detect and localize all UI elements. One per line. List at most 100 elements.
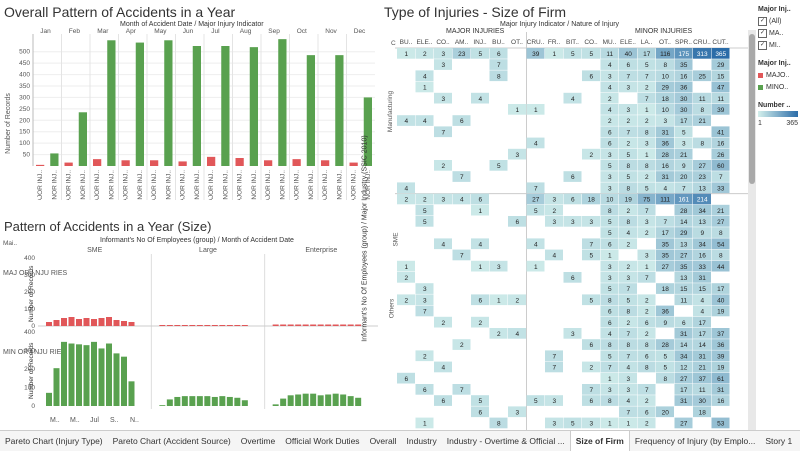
x-category-label: MAJOR INJ.. — [66, 170, 73, 200]
heatmap-cell — [711, 395, 730, 406]
heatmap-cell — [434, 48, 452, 59]
bar-minor-size — [61, 341, 67, 406]
heatmap-cell-value: 17 — [699, 331, 707, 338]
heatmap-cell — [619, 305, 637, 317]
heatmap-cell-value: 13 — [699, 185, 707, 192]
type-injuries-header: Major Injury Indicator / Nature of Injur… — [500, 21, 620, 28]
bar-major-size — [196, 325, 203, 326]
bar-minor-size — [196, 396, 203, 406]
heatmap-cell-value: 8 — [645, 342, 649, 349]
heatmap-cell-value: 19 — [717, 365, 725, 372]
heatmap-cell-value: 7 — [460, 253, 464, 260]
heatmap-cell — [600, 204, 619, 216]
heatmap-cell — [693, 216, 711, 227]
heatmap-cell-value: 9 — [700, 230, 704, 237]
bar-major — [121, 160, 130, 166]
heatmap-cell-value: 8 — [626, 185, 630, 192]
heatmap-cell — [693, 406, 711, 418]
heatmap-cell-value: 6 — [608, 129, 612, 136]
heatmap-cell — [674, 137, 693, 149]
heatmap-cell — [471, 204, 489, 216]
bar-minor — [249, 47, 258, 167]
heatmap-cell-value: 4 — [663, 185, 667, 192]
x-tick-label: Jul — [90, 417, 99, 424]
heatmap-cell — [674, 227, 693, 238]
heatmap-cell-value: 161 — [678, 197, 689, 204]
heatmap-cell-value: 1 — [534, 107, 538, 114]
heatmap-cell-value: 8 — [626, 163, 630, 170]
heatmap-cell-value: 3 — [589, 219, 593, 226]
heatmap-cell — [600, 48, 619, 59]
checkbox-icon[interactable]: ✓ — [758, 28, 767, 38]
color-legend-major[interactable]: MAJO.. — [758, 69, 800, 81]
heatmap-cell — [600, 395, 619, 406]
heatmap-cell-value: 23 — [458, 51, 466, 58]
heatmap-cell — [656, 92, 674, 104]
heatmap-cell-value: 33 — [699, 264, 707, 271]
heatmap-cell-value: 2 — [460, 342, 464, 349]
tab-frequency-of-injury-by-emplo[interactable]: Frequency of Injury (by Emplo... — [634, 436, 756, 446]
heatmap-cell-value: 17 — [680, 118, 688, 125]
bar-minor — [78, 112, 87, 166]
tab-pareto-chart-accident-source[interactable]: Pareto Chart (Accident Source) — [112, 436, 231, 446]
heatmap-cell-value: 31 — [680, 398, 688, 405]
heatmap-cell — [471, 406, 489, 418]
scrollbar-thumb[interactable] — [749, 34, 755, 184]
bar-major-size — [325, 324, 332, 326]
heatmap-cell-value: 23 — [699, 174, 707, 181]
y-tick-label: 0 — [31, 403, 35, 410]
filter-minor[interactable]: ✓ MI.. — [758, 40, 781, 50]
heatmap-cell-value: 6 — [423, 387, 427, 394]
heatmap-cell-value: 10 — [662, 107, 670, 114]
heatmap-cell — [397, 272, 415, 283]
column-header: FR.. — [548, 39, 560, 46]
tab-official-work-duties[interactable]: Official Work Duties — [285, 436, 360, 446]
heatmap-scrollbar[interactable] — [748, 30, 756, 430]
bar-minor-size — [174, 396, 181, 406]
x-tick-label: M.. — [70, 417, 80, 424]
overall-pattern-header: Month of Accident Date / Major Injury In… — [120, 21, 264, 28]
tab-pareto-chart-injury-type[interactable]: Pareto Chart (Injury Type) — [5, 436, 103, 446]
heatmap-cell — [471, 395, 489, 406]
color-legend-minor[interactable]: MINO.. — [758, 81, 800, 93]
heatmap-cell-value: 7 — [497, 62, 501, 69]
heatmap-cell-value: 17 — [680, 387, 688, 394]
heatmap-cell-value: 27 — [532, 197, 540, 204]
heatmap-cell-value: 31 — [717, 387, 725, 394]
story-tabs: Pareto Chart (Injury Type) Pareto Chart (… — [0, 430, 800, 451]
heatmap-cell-value: 7 — [423, 309, 427, 316]
heatmap-cell — [674, 204, 693, 216]
heatmap-cell-value: 7 — [460, 387, 464, 394]
heatmap-cell-value: 18 — [588, 197, 596, 204]
heatmap-cell — [711, 249, 730, 261]
filter-all[interactable]: ✓ (All) — [758, 16, 782, 26]
heatmap-cell-value: 37 — [717, 331, 725, 338]
heatmap-cell — [600, 316, 619, 328]
tab-industry-overtime-official[interactable]: Industry - Overtime & Official ... — [446, 436, 565, 446]
tab-overall[interactable]: Overall — [369, 436, 397, 446]
heatmap-cell — [619, 260, 637, 272]
heatmap-cell — [563, 328, 582, 339]
heatmap-cell — [693, 104, 711, 115]
tab-size-of-firm[interactable]: Size of Firm — [569, 431, 630, 451]
heatmap-cell-value: 3 — [497, 264, 501, 271]
x-category-label: MAJOR INJ.. — [151, 170, 158, 200]
tab-industry[interactable]: Industry — [406, 436, 437, 446]
bar-minor — [135, 42, 144, 166]
heatmap-cell-value: 16 — [680, 73, 688, 80]
heatmap-cell — [582, 48, 600, 59]
checkbox-icon[interactable]: ✓ — [758, 16, 767, 26]
heatmap-cell — [563, 193, 582, 205]
tab-story-1[interactable]: Story 1 — [765, 436, 793, 446]
firm-label-c: C — [391, 40, 396, 47]
filter-major[interactable]: ✓ MA.. — [758, 28, 784, 38]
heatmap-cell-value: 2 — [478, 320, 482, 327]
heatmap-cell-value: 7 — [626, 353, 630, 360]
x-category-label: MAJOR INJ.. — [180, 170, 187, 200]
checkbox-icon[interactable]: ✓ — [758, 40, 767, 50]
heatmap-cell-value: 5 — [626, 297, 630, 304]
tab-overtime[interactable]: Overtime — [240, 436, 276, 446]
heatmap-cell — [415, 216, 434, 227]
column-header: ELE.. — [620, 39, 636, 46]
month-header-jul: Jul — [211, 28, 220, 35]
